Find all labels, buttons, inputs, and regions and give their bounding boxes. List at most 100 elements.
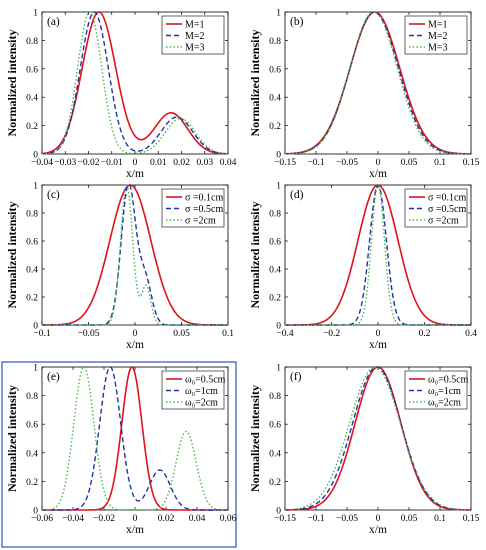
x-tick-label: 0.01 bbox=[150, 158, 167, 168]
y-tick-label: 0.2 bbox=[269, 122, 281, 132]
x-tick-label: 0.05 bbox=[173, 329, 190, 339]
y-tick-label: 0.4 bbox=[269, 266, 281, 276]
y-tick-label: 0.4 bbox=[26, 449, 38, 459]
x-tick-label: −0.04 bbox=[62, 514, 84, 524]
y-tick-label: 0.8 bbox=[26, 37, 38, 47]
y-tick-label: 0 bbox=[276, 507, 281, 517]
y-tick-label: 0.2 bbox=[269, 294, 281, 304]
x-tick-label: 0.06 bbox=[220, 514, 237, 524]
legend-label: M=1 bbox=[185, 20, 205, 31]
legend-label: ω₀=2cm bbox=[185, 398, 218, 409]
legend-label: M=1 bbox=[428, 20, 448, 31]
legend: M=1M=2M=3 bbox=[161, 15, 225, 55]
series-line-3 bbox=[42, 366, 229, 511]
series-line-3 bbox=[284, 366, 472, 511]
panel-label: (c) bbox=[47, 189, 60, 201]
x-tick-label: 0.02 bbox=[173, 158, 190, 168]
y-tick-label: 1 bbox=[33, 182, 38, 192]
y-tick-label: 1 bbox=[276, 364, 281, 374]
x-tick-label: −0.04 bbox=[31, 158, 53, 168]
y-tick-label: 0.6 bbox=[269, 238, 281, 248]
x-tick-label: 0 bbox=[376, 158, 381, 168]
x-tick-label: 0.04 bbox=[189, 514, 206, 524]
legend-label: ω₀=0.5cm bbox=[428, 375, 469, 386]
y-axis-label: Normalized intensity bbox=[5, 202, 19, 309]
panel-label: (b) bbox=[290, 16, 304, 28]
x-tick-label: 0.1 bbox=[222, 329, 234, 339]
y-axis-label: Normalized intensity bbox=[5, 385, 19, 492]
legend-box bbox=[161, 188, 225, 228]
x-tick-label: −0.05 bbox=[336, 514, 358, 524]
x-tick-label: 0 bbox=[376, 329, 381, 339]
y-tick-label: 0.2 bbox=[26, 122, 38, 132]
chart-panel-d: −0.4 −0.2 0 0.2 0.4 0 0.2 0.4 0.6 0.8 1 x/m Normaliz… bbox=[248, 182, 477, 352]
legend-label: M=3 bbox=[428, 43, 448, 54]
y-tick-label: 0.2 bbox=[26, 478, 38, 488]
y-tick-label: 0.4 bbox=[26, 94, 38, 104]
x-tick-label: −0.01 bbox=[101, 158, 123, 168]
x-tick-label: −0.2 bbox=[323, 329, 340, 339]
series-line-2 bbox=[42, 184, 228, 326]
x-tick-label: 0 bbox=[133, 329, 138, 339]
y-tick-label: 0.8 bbox=[26, 210, 38, 220]
x-tick-label: −0.02 bbox=[78, 158, 100, 168]
y-tick-label: 1 bbox=[276, 182, 281, 192]
y-tick-label: 0.8 bbox=[26, 392, 38, 402]
series-line-3 bbox=[285, 183, 471, 326]
x-tick-label: −0.15 bbox=[274, 514, 296, 524]
legend-box bbox=[404, 15, 468, 55]
x-tick-label: 0.1 bbox=[434, 158, 446, 168]
x-tick-label: 0.1 bbox=[434, 514, 446, 524]
y-tick-label: 0.8 bbox=[269, 210, 281, 220]
x-tick-label: 0.04 bbox=[220, 158, 237, 168]
x-tick-label: −0.15 bbox=[274, 158, 296, 168]
x-tick-label: −0.03 bbox=[54, 158, 76, 168]
y-tick-label: 0.4 bbox=[26, 266, 38, 276]
x-tick-label: 0.05 bbox=[401, 514, 418, 524]
y-tick-label: 0.6 bbox=[26, 238, 38, 248]
y-tick-label: 0 bbox=[276, 151, 281, 161]
y-axis-label: Normalized intensity bbox=[248, 385, 262, 492]
x-tick-label: 0.03 bbox=[196, 158, 213, 168]
legend-box bbox=[161, 15, 225, 55]
x-axis-label: x/m bbox=[126, 168, 144, 180]
x-tick-label: −0.02 bbox=[93, 514, 115, 524]
y-tick-label: 0.8 bbox=[269, 37, 281, 47]
y-tick-label: 0.4 bbox=[269, 449, 281, 459]
x-tick-label: 0.02 bbox=[158, 514, 175, 524]
legend-label: M=2 bbox=[428, 31, 448, 42]
x-axis-label: x/m bbox=[126, 339, 144, 351]
legend-label: σ =0.1cm bbox=[428, 193, 466, 204]
x-tick-label: −0.05 bbox=[336, 158, 358, 168]
y-tick-label: 0 bbox=[276, 322, 281, 332]
legend-label: σ =0.5cm bbox=[185, 204, 223, 215]
x-tick-label: 0 bbox=[133, 514, 138, 524]
y-tick-label: 0.6 bbox=[269, 65, 281, 75]
y-axis-label: Normalized intensity bbox=[5, 30, 19, 137]
series-line-3 bbox=[42, 184, 228, 326]
x-tick-label: −0.4 bbox=[276, 329, 293, 339]
legend-label: ω₀=0.5cm bbox=[185, 375, 226, 386]
x-tick-label: 0 bbox=[133, 158, 138, 168]
legend-label: ω₀=2cm bbox=[428, 398, 461, 409]
x-tick-label: −0.1 bbox=[33, 329, 50, 339]
legend-label: ω₀=1cm bbox=[428, 386, 461, 397]
legend-box bbox=[404, 188, 468, 228]
y-tick-label: 0.6 bbox=[26, 65, 38, 75]
y-tick-label: 1 bbox=[33, 364, 38, 374]
x-tick-label: 0.05 bbox=[401, 158, 418, 168]
y-tick-label: 0.4 bbox=[269, 94, 281, 104]
x-tick-label: 0.15 bbox=[463, 514, 480, 524]
x-tick-label: −0.1 bbox=[307, 514, 324, 524]
series-line-3 bbox=[41, 11, 229, 155]
chart-panel-e: −0.06 −0.04 −0.02 0 0.02 0.04 0.06 0 0.2 0.4 0.6 0.… bbox=[1, 361, 237, 548]
y-tick-label: 0.2 bbox=[269, 478, 281, 488]
series-line-3 bbox=[284, 11, 471, 155]
legend-label: ω₀=1cm bbox=[185, 386, 218, 397]
legend-label: σ =2cm bbox=[428, 216, 459, 227]
y-tick-label: 1 bbox=[33, 9, 38, 19]
panel-label: (f) bbox=[290, 371, 302, 383]
